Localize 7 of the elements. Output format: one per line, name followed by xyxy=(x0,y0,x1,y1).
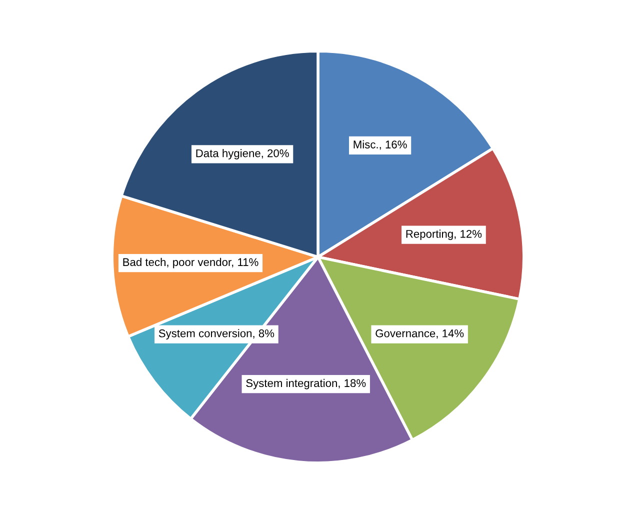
slice-label: Misc., 16% xyxy=(354,140,407,150)
slice-label: Bad tech, poor vendor, 11% xyxy=(123,258,258,268)
slice-label: System conversion, 8% xyxy=(158,329,274,340)
slice-label: System integration, 18% xyxy=(246,378,366,390)
slice-label: Governance, 14% xyxy=(376,329,464,339)
slice-label: Data hygiene, 20% xyxy=(196,149,289,160)
slice-label: Reporting, 12% xyxy=(406,230,482,240)
